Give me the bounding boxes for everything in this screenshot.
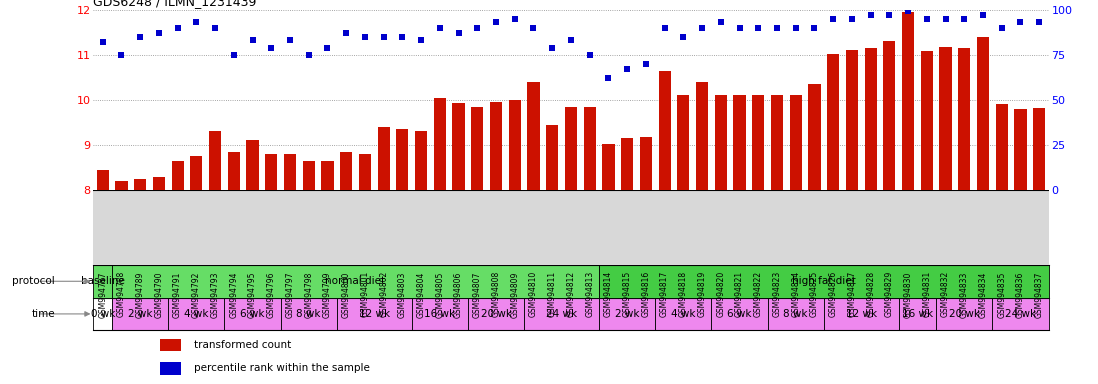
Text: 4 wk: 4 wk (671, 309, 696, 319)
Bar (712, 298, 768, 330)
Text: protocol: protocol (12, 276, 55, 286)
Bar (546, 125, 558, 190)
Text: 20 wk: 20 wk (949, 309, 979, 319)
Bar (209, 131, 221, 190)
Bar (659, 71, 671, 190)
Text: 2 wk: 2 wk (615, 309, 639, 319)
Bar (508, 100, 520, 190)
Bar (227, 152, 239, 190)
Bar (171, 161, 183, 190)
Bar (584, 107, 596, 190)
Bar (153, 177, 165, 190)
Bar (490, 102, 502, 190)
Bar (771, 95, 783, 190)
Bar (284, 154, 296, 190)
Bar (134, 179, 146, 190)
Text: 24 wk: 24 wk (546, 309, 578, 319)
Bar (434, 98, 446, 190)
Bar (903, 12, 915, 190)
Text: 0 wk: 0 wk (90, 309, 115, 319)
Bar (112, 265, 600, 298)
Bar (527, 82, 539, 190)
Bar (564, 107, 578, 190)
Text: normal diet: normal diet (325, 276, 385, 286)
Text: 16 wk: 16 wk (901, 309, 933, 319)
Text: 12 wk: 12 wk (845, 309, 877, 319)
Bar (93, 265, 112, 298)
Bar (600, 265, 1049, 298)
Bar (845, 50, 858, 190)
Text: transformed count: transformed count (193, 340, 291, 350)
Bar (768, 298, 824, 330)
Bar (883, 41, 896, 190)
Bar (468, 298, 524, 330)
Bar (696, 82, 708, 190)
Bar (168, 298, 224, 330)
Bar (471, 107, 483, 190)
Bar (224, 298, 281, 330)
Bar (112, 298, 168, 330)
Bar (789, 95, 802, 190)
Bar (640, 137, 652, 190)
Text: GDS6248 / ILMN_1231439: GDS6248 / ILMN_1231439 (93, 0, 257, 8)
Text: 6 wk: 6 wk (727, 309, 752, 319)
Text: 24 wk: 24 wk (1005, 309, 1037, 319)
Bar (281, 298, 337, 330)
Text: 8 wk: 8 wk (296, 309, 321, 319)
Bar (677, 95, 690, 190)
Bar (959, 48, 971, 190)
Bar (452, 103, 464, 190)
Bar (378, 127, 390, 190)
Bar (396, 129, 408, 190)
Text: baseline: baseline (81, 276, 125, 286)
Bar (160, 339, 181, 351)
Bar (993, 298, 1049, 330)
Bar (899, 298, 937, 330)
Text: 16 wk: 16 wk (424, 309, 456, 319)
Bar (1033, 108, 1045, 190)
Bar (303, 161, 315, 190)
Text: 20 wk: 20 wk (481, 309, 512, 319)
Bar (340, 152, 352, 190)
Text: 6 wk: 6 wk (240, 309, 265, 319)
Bar (940, 46, 952, 190)
Bar (190, 156, 202, 190)
Bar (600, 298, 656, 330)
Bar (93, 298, 112, 330)
Bar (415, 131, 427, 190)
Bar (603, 144, 615, 190)
Bar (266, 154, 278, 190)
Bar (322, 161, 334, 190)
Text: time: time (31, 309, 55, 319)
Text: percentile rank within the sample: percentile rank within the sample (193, 363, 370, 373)
Bar (937, 298, 993, 330)
Bar (412, 298, 468, 330)
Text: 2 wk: 2 wk (127, 309, 153, 319)
Bar (115, 181, 127, 190)
Text: 12 wk: 12 wk (359, 309, 390, 319)
Text: high fat diet: high fat diet (792, 276, 855, 286)
Bar (621, 138, 634, 190)
Bar (1015, 109, 1027, 190)
Bar (524, 298, 600, 330)
Bar (996, 104, 1008, 190)
Bar (977, 36, 989, 190)
Bar (715, 95, 727, 190)
Bar (246, 141, 259, 190)
Bar (864, 48, 876, 190)
Bar (359, 154, 371, 190)
Text: 8 wk: 8 wk (784, 309, 808, 319)
Bar (827, 54, 839, 190)
Bar (337, 298, 412, 330)
Text: 4 wk: 4 wk (184, 309, 209, 319)
Bar (808, 84, 820, 190)
Bar (656, 298, 712, 330)
Bar (160, 362, 181, 375)
Bar (921, 51, 933, 190)
Bar (733, 95, 746, 190)
Bar (752, 95, 764, 190)
Bar (824, 298, 899, 330)
Bar (97, 170, 109, 190)
